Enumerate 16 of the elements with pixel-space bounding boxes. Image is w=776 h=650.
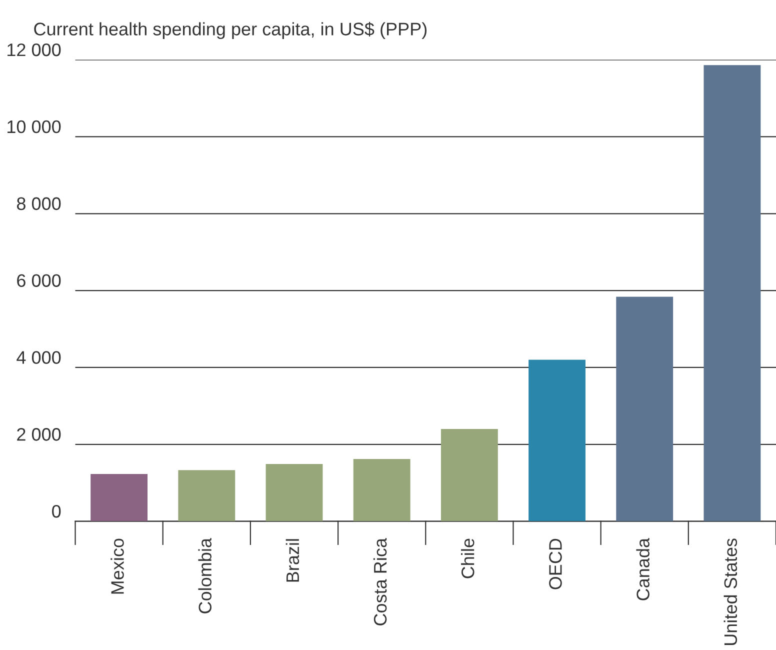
x-tick-label: Colombia bbox=[198, 538, 212, 614]
x-tick-label: Canada bbox=[636, 538, 650, 600]
x-tick-label: OECD bbox=[549, 538, 562, 590]
x-tick-label: Costa Rica bbox=[373, 538, 387, 626]
y-axis-title: Current health spending per capita, in US$ (PPP) bbox=[34, 22, 427, 40]
y-tick-label: 6 000 bbox=[17, 274, 61, 287]
y-tick-label: 12 000 bbox=[8, 43, 61, 56]
y-tick-label: 8 000 bbox=[16, 197, 61, 210]
x-tick-label: Mexico bbox=[110, 538, 124, 594]
x-tick-label: Chile bbox=[461, 538, 474, 578]
x-tick-label: United States bbox=[724, 538, 738, 645]
y-tick-label: 4 000 bbox=[16, 351, 61, 364]
x-tick-label: Brazil bbox=[286, 539, 300, 582]
y-tick-label: 10 000 bbox=[8, 120, 61, 134]
y-tick-label: 2 000 bbox=[17, 428, 61, 441]
y-tick-label: 0 bbox=[52, 504, 61, 518]
